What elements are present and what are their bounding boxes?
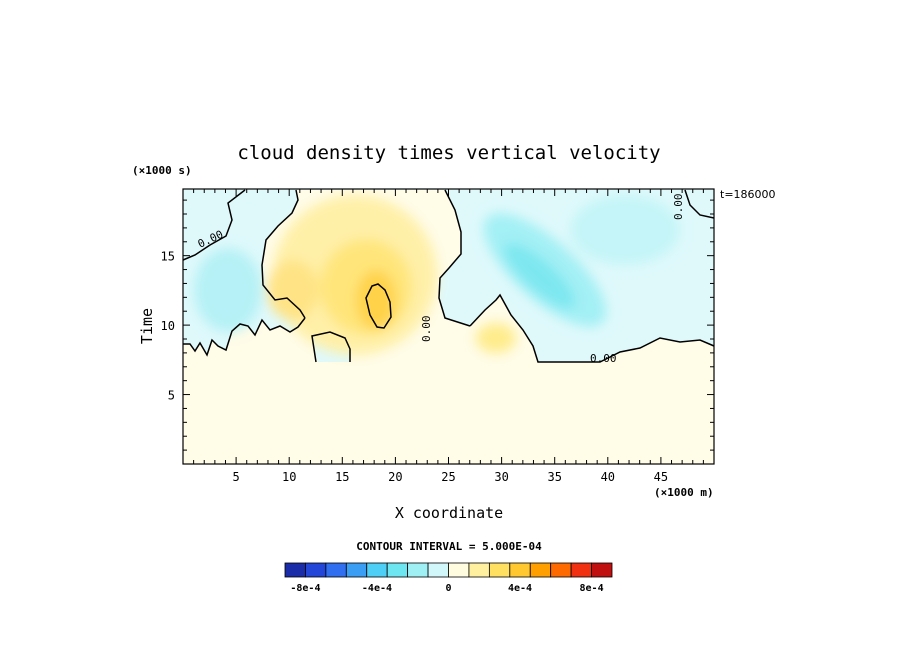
colorbar: -8e-4 -4e-4 0 4e-4 8e-4 (284, 562, 613, 594)
y-tick-label: 5 (168, 389, 175, 403)
x-unit-label: (×1000 m) (654, 486, 714, 499)
zero-contour-right (469, 293, 714, 363)
colorbar-cell (407, 562, 429, 578)
colorbar-cell (284, 562, 306, 578)
contour-interval: CONTOUR INTERVAL = 5.000E-04 (356, 540, 542, 553)
colorbar-tick-label: -8e-4 (290, 583, 320, 594)
x-tick-label: 5 (232, 470, 239, 484)
colorbar-cell (386, 562, 409, 578)
colorbar-cell (529, 562, 552, 578)
colorbar-cell (325, 562, 347, 578)
positive-blob-left (267, 260, 319, 320)
x-axis: 5 10 15 20 25 30 35 40 45 (193, 189, 704, 484)
contour-label-right: 0.00 (590, 352, 617, 365)
colorbar-cell (509, 562, 531, 578)
max-contour (365, 283, 392, 329)
x-tick-label: 10 (282, 470, 296, 484)
colorbar-cell (488, 562, 511, 578)
x-tick-label: 35 (547, 470, 561, 484)
y-unit-label: (×1000 s) (132, 164, 192, 177)
x-tick-label: 30 (494, 470, 508, 484)
y-axis-title: Time (138, 308, 156, 344)
colorbar-tick-label: -4e-4 (362, 583, 392, 594)
colorbar-cell (305, 562, 327, 578)
colorbar-cell (591, 562, 613, 578)
chart-title: cloud density times vertical velocity (237, 142, 660, 164)
contour-label-center: 0.00 (420, 316, 433, 343)
zero-contour-positive-region (261, 189, 471, 327)
colorbar-cell (570, 562, 592, 578)
y-tick-label: 10 (161, 319, 175, 333)
zero-contour-bump (311, 331, 351, 363)
time-stamp: t=186000 (720, 188, 776, 201)
colorbar-cell (345, 562, 368, 578)
zero-contour-left-top (183, 189, 246, 261)
positive-blob-core (356, 270, 396, 330)
y-tick-label: 15 (161, 250, 175, 264)
y-axis: 5 10 15 (161, 199, 714, 451)
zero-contour-top-right (684, 189, 714, 219)
contour-label-top-right: 0.00 (672, 194, 685, 221)
colorbar-cell (550, 562, 572, 578)
plot-area: 0.00 0.00 0.00 0.00 (183, 189, 714, 464)
negative-band-core (504, 243, 576, 309)
colorbar-cell (427, 562, 449, 578)
x-tick-label: 25 (441, 470, 455, 484)
zero-contours (183, 189, 714, 363)
colorbar-cell (468, 562, 490, 578)
colorbar-cell (366, 562, 388, 578)
negative-top-right (570, 195, 680, 265)
x-tick-label: 40 (601, 470, 615, 484)
colorbar-tick-label: 8e-4 (580, 583, 604, 594)
zero-contour-bottom (183, 317, 306, 357)
colorbar-tick-label: 4e-4 (508, 583, 532, 594)
x-tick-label: 20 (388, 470, 402, 484)
colorbar-cell (448, 562, 470, 578)
negative-left (194, 248, 262, 332)
x-tick-label: 15 (335, 470, 349, 484)
colorbar-tick-label: 0 (445, 583, 451, 594)
x-axis-title: X coordinate (395, 504, 503, 522)
positive-blob-small (476, 323, 516, 353)
x-tick-label: 45 (654, 470, 668, 484)
